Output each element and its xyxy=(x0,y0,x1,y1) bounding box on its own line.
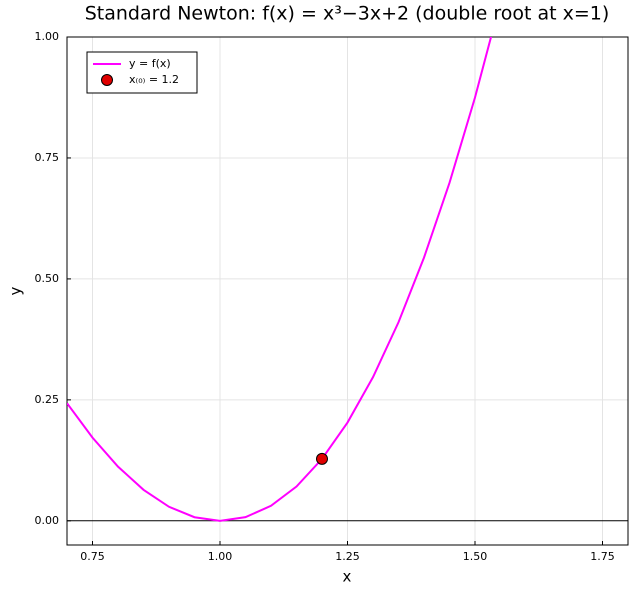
legend-label: x₍₀₎ = 1.2 xyxy=(129,73,179,86)
y-axis-label: y xyxy=(7,286,25,295)
legend-marker xyxy=(101,74,113,86)
x-tick-label: 0.75 xyxy=(80,550,105,563)
legend-box xyxy=(86,51,198,94)
x-tick-label: 1.00 xyxy=(208,550,233,563)
y-tick-label: 1.00 xyxy=(35,30,60,43)
plot-frame xyxy=(66,36,629,546)
y-tick-label: 0.50 xyxy=(35,272,60,285)
chart-title: Standard Newton: f(x) = x³−3x+2 (double … xyxy=(85,3,610,25)
legend-label: y = f(x) xyxy=(129,57,171,70)
plot-area xyxy=(67,37,493,522)
y-tick-label: 0.00 xyxy=(35,514,60,527)
y-tick-label: 0.75 xyxy=(35,151,60,164)
point xyxy=(316,452,328,465)
x-tick-label: 1.25 xyxy=(335,550,360,563)
line xyxy=(67,37,493,522)
x-axis-label: x xyxy=(343,568,352,586)
y-tick-label: 0.25 xyxy=(35,393,60,406)
x-tick-label: 1.75 xyxy=(590,550,615,563)
x-tick-label: 1.50 xyxy=(463,550,488,563)
